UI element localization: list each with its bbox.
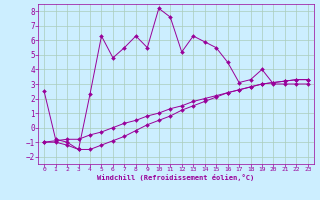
X-axis label: Windchill (Refroidissement éolien,°C): Windchill (Refroidissement éolien,°C) (97, 174, 255, 181)
